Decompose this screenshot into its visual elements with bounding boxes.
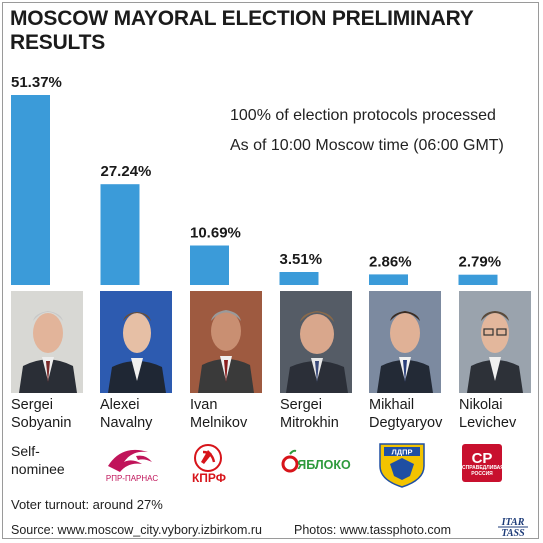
yabloko-logo: ЯБЛОКО [280, 442, 356, 484]
svg-text:TASS: TASS [501, 528, 525, 538]
party-self-nominee: Self- nominee [11, 443, 65, 477]
sr-logo: СР СПРАВЕДЛИВАЯ РОССИЯ [460, 442, 504, 484]
candidate-photo-navalny [100, 291, 172, 393]
candidate-name-navalny: Alexei Navalny [100, 397, 153, 431]
candidate-name-mitrokhin: Sergei Mitrokhin [280, 397, 339, 431]
candidate-name-levichev: Nikolai Levichev [459, 397, 517, 431]
bar-sergei-mitrokhin [279, 272, 319, 285]
value-label-sergei-sobyanin: 51.37% [11, 74, 62, 91]
ldpr-text: ЛДПР [392, 448, 413, 457]
candidate-name-melnikov: Ivan Melnikov [190, 397, 248, 431]
candidate-photo-sobyanin [11, 291, 83, 393]
rpr-parnas-logo: РПР-ПАРНАС [102, 442, 162, 484]
protocols-processed-note: 100% of election protocols processed [230, 107, 496, 124]
value-label-alexei-navalny: 27.24% [101, 163, 152, 180]
candidate-photo-levichev [459, 291, 531, 393]
candidate-name-degtyaryov: Mikhail Degtyaryov [369, 397, 443, 431]
bar-ivan-melnikov [190, 245, 229, 285]
candidate-name-sobyanin: Sergei Sobyanin [11, 397, 72, 431]
kprf-text: КПРФ [192, 471, 226, 484]
voter-turnout: Voter turnout: around 27% [11, 497, 163, 512]
value-label-mikhail-degtyaryov: 2.86% [369, 253, 412, 270]
itar-tass-logo: ITAR TASS [495, 516, 531, 539]
candidate-photo-melnikov [190, 291, 262, 393]
chart-title: MOSCOW MAYORAL ELECTION PRELIMINARY RESU… [10, 7, 474, 54]
kprf-logo: КПРФ [190, 442, 250, 485]
value-label-sergei-mitrokhin: 3.51% [280, 251, 323, 268]
bar-nikolai-levichev [458, 274, 498, 285]
photo-credit: Photos: www.tassphoto.com [294, 523, 452, 537]
bar-alexei-navalny [100, 184, 140, 285]
sr-text: СПРАВЕДЛИВАЯ РОССИЯ [462, 465, 502, 477]
yabloko-text: ЯБЛОКО [297, 458, 351, 472]
bar-sergei-sobyanin [11, 95, 50, 285]
svg-text:ITAR: ITAR [501, 517, 525, 528]
svg-text:СР: СР [472, 450, 493, 467]
candidate-photo-mitrokhin [280, 291, 352, 393]
value-label-ivan-melnikov: 10.69% [190, 225, 241, 242]
graphic-frame [2, 2, 539, 539]
value-label-nikolai-levichev: 2.79% [459, 254, 502, 271]
as-of-time-note: As of 10:00 Moscow time (06:00 GMT) [230, 137, 504, 154]
rpr-parnas-text: РПР-ПАРНАС [106, 474, 158, 483]
ldpr-logo: ЛДПР [372, 442, 432, 488]
data-source: Source: www.moscow_city.vybory.izbirkom.… [11, 523, 262, 537]
candidate-photo-degtyaryov [369, 291, 441, 393]
bar-mikhail-degtyaryov [369, 274, 408, 285]
